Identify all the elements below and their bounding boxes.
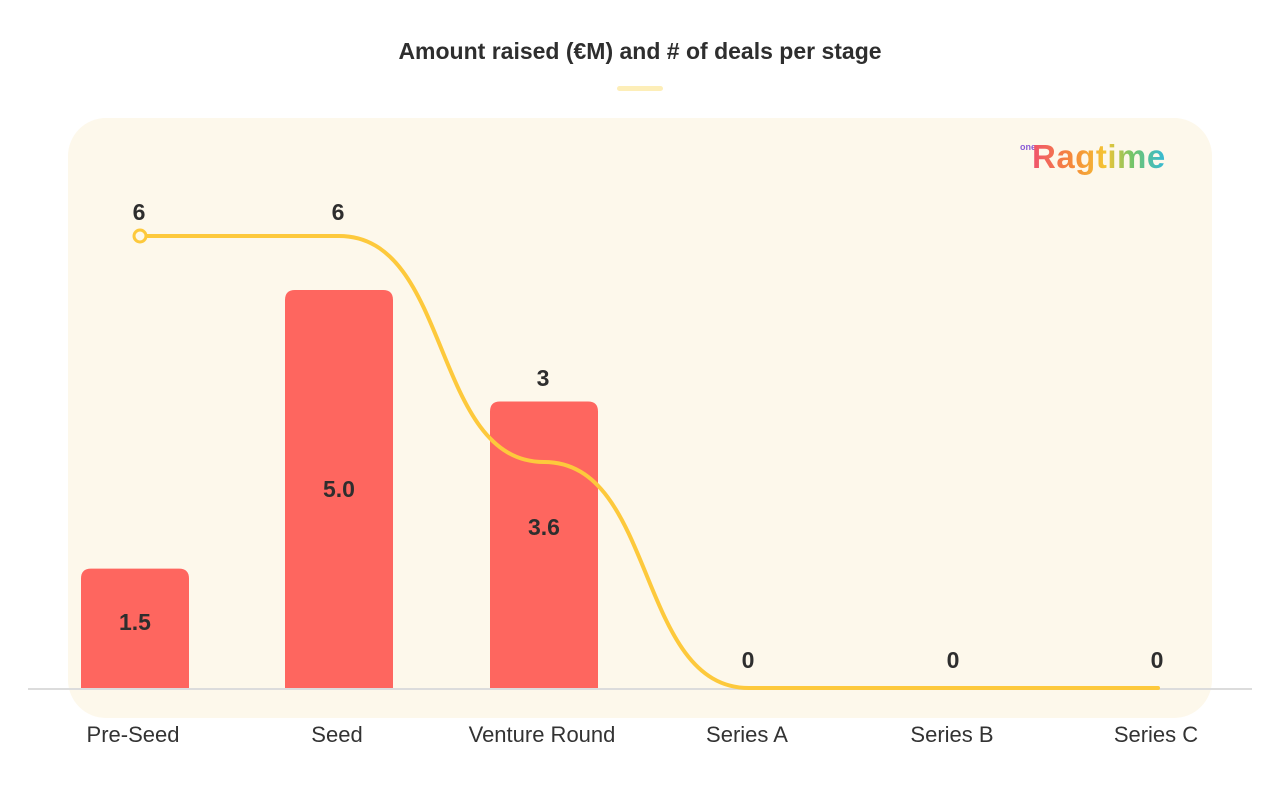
x-tick-series-c: Series C: [1114, 722, 1198, 747]
x-tick-series-a: Series A: [706, 722, 788, 747]
deals-line-marker: [132, 228, 148, 244]
deals-label-series-a: 0: [742, 647, 755, 673]
bar-seed: [285, 290, 393, 688]
logo-text: Ragtime: [1032, 138, 1166, 175]
deals-label-series-b: 0: [947, 647, 960, 673]
brand-logo: one Ragtime: [1020, 138, 1180, 184]
x-tick-seed: Seed: [311, 722, 362, 747]
chart-title: Amount raised (€M) and # of deals per st…: [398, 38, 882, 64]
logo-prefix: one: [1020, 142, 1037, 152]
title-underline: [617, 86, 663, 91]
deals-label-venture-round: 3: [537, 365, 550, 391]
chart-panel: [68, 118, 1212, 718]
bar-label-pre-seed: 1.5: [119, 609, 151, 635]
deals-label-series-c: 0: [1151, 647, 1164, 673]
bar-pre-seed: [81, 568, 189, 688]
x-tick-series-b: Series B: [910, 722, 993, 747]
bar-label-venture-round: 3.6: [528, 514, 560, 540]
deals-label-seed: 6: [332, 199, 345, 225]
x-tick-venture-round: Venture Round: [469, 722, 616, 747]
deals-line: [133, 234, 1160, 690]
bar-venture-round: [490, 401, 598, 688]
bar-label-seed: 5.0: [323, 476, 355, 502]
deals-label-pre-seed: 6: [133, 199, 146, 225]
x-tick-pre-seed: Pre-Seed: [87, 722, 180, 747]
